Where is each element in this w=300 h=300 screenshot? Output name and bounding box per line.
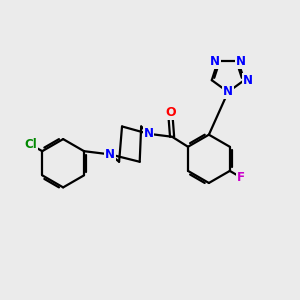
Text: N: N: [223, 85, 233, 98]
Text: N: N: [143, 127, 154, 140]
Text: Cl: Cl: [24, 138, 37, 151]
Text: N: N: [210, 55, 220, 68]
Text: N: N: [236, 55, 246, 68]
Text: N: N: [105, 148, 115, 161]
Text: F: F: [237, 171, 245, 184]
Text: O: O: [165, 106, 176, 119]
Text: N: N: [243, 74, 253, 87]
